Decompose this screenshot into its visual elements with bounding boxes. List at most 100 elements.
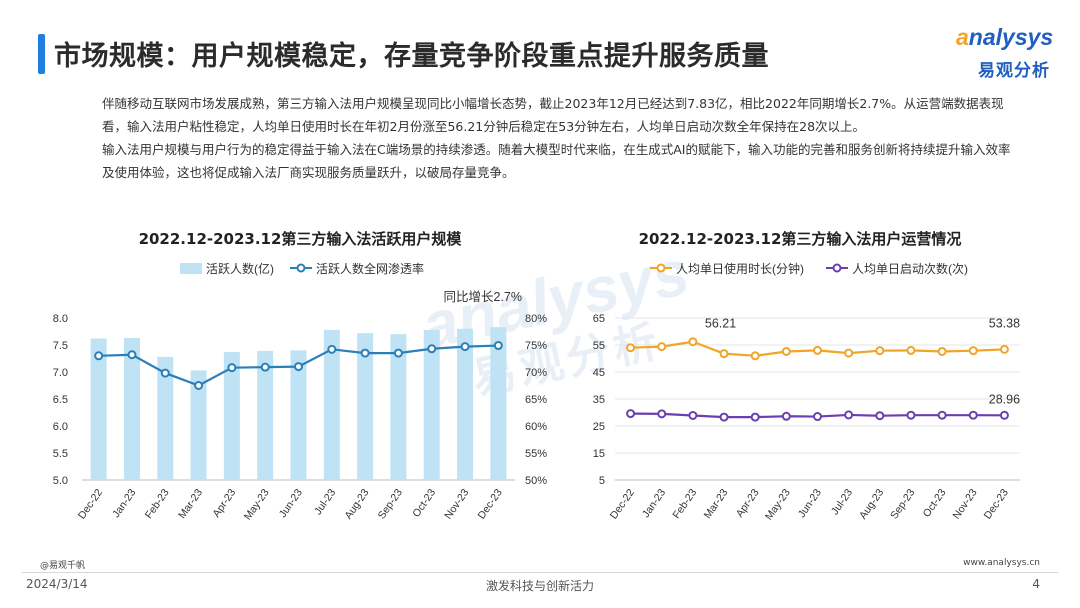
x-tick-label: Jun-23 <box>796 487 824 520</box>
point-launches <box>813 412 822 422</box>
summary-paragraph-2: 输入法用户规模与用户行为的稳定得益于输入法在C端场景的持续渗透。随着大模型时代来… <box>102 142 1011 180</box>
x-tick-label: Sep-23 <box>376 487 405 522</box>
y-left-tick-label: 7.0 <box>53 367 68 379</box>
legend-label-active-users: 活跃人数(亿) <box>206 261 274 276</box>
x-tick-label: Nov-23 <box>442 487 471 522</box>
point-duration <box>906 345 916 355</box>
title-accent-bar <box>38 34 45 74</box>
point-duration <box>844 348 854 358</box>
analysys-logo: analysys 易观分析 <box>956 22 1066 82</box>
point-launches <box>999 410 1009 420</box>
point-duration <box>750 351 760 361</box>
y-tick-label: 65 <box>593 313 605 325</box>
bar-active-users <box>223 352 240 480</box>
x-tick-label: Jan-23 <box>110 487 138 520</box>
x-tick-label: Jul-23 <box>312 487 338 517</box>
website-url: www.analysys.cn <box>963 558 1040 568</box>
point-penetration <box>327 344 337 354</box>
point-launches <box>937 410 947 420</box>
y-tick-label: 5 <box>599 475 605 487</box>
point-launches <box>626 409 636 419</box>
page-number: 4 <box>1032 577 1040 591</box>
legend-marker-penetration <box>296 263 306 273</box>
bar-active-users <box>90 338 107 480</box>
x-tick-label: Sep-23 <box>888 487 917 522</box>
point-launches <box>844 410 854 420</box>
point-duration <box>999 344 1009 354</box>
y-right-tick-label: 75% <box>525 340 547 352</box>
summary-paragraph-1: 伴随移动互联网市场发展成熟，第三方输入法用户规模呈现同比小幅增长态势，截止202… <box>102 96 1004 134</box>
point-duration <box>688 337 698 347</box>
legend-marker-launches <box>832 263 842 273</box>
y-left-tick-label: 8.0 <box>53 313 68 325</box>
point-penetration <box>94 351 104 361</box>
legend-swatch-active-users <box>180 263 202 274</box>
legend-label-launches: 人均单日启动次数(次) <box>852 261 968 276</box>
footer-divider <box>22 572 1058 573</box>
point-penetration <box>160 368 170 378</box>
footer-date: 2024/3/14 <box>26 577 88 591</box>
point-duration <box>657 342 667 352</box>
y-right-tick-label: 60% <box>525 421 547 433</box>
chart2-title: 2022.12-2023.12第三方输入法用户运营情况 <box>638 230 962 248</box>
x-tick-label: May-23 <box>763 487 793 523</box>
point-penetration <box>227 363 237 373</box>
bar-active-users <box>357 333 374 480</box>
bar-active-users <box>123 337 140 480</box>
x-tick-label: Aug-23 <box>857 487 886 522</box>
y-left-tick-label: 7.5 <box>53 340 68 352</box>
legend-label-duration: 人均单日使用时长(分钟) <box>676 261 804 276</box>
logo-chinese: 易观分析 <box>978 61 1050 81</box>
y-right-tick-label: 55% <box>525 448 547 460</box>
bar-active-users <box>457 328 474 480</box>
y-right-tick-label: 70% <box>525 367 547 379</box>
x-tick-label: Dec-22 <box>76 487 105 522</box>
x-tick-label: Aug-23 <box>342 487 371 522</box>
point-launches <box>781 411 791 421</box>
data-label-dec-launches: 28.96 <box>989 392 1020 406</box>
bar-active-users <box>423 329 440 480</box>
x-tick-label: Feb-23 <box>670 487 699 521</box>
x-tick-label: Jan-23 <box>640 487 668 520</box>
bar-active-users <box>190 370 207 480</box>
x-tick-label: Dec-23 <box>982 487 1011 522</box>
point-penetration <box>260 362 270 372</box>
point-penetration <box>127 350 137 360</box>
legend-label-penetration: 活跃人数全网渗透率 <box>316 261 424 276</box>
point-penetration <box>194 381 204 390</box>
bar-active-users <box>290 350 307 480</box>
y-tick-label: 45 <box>593 367 605 379</box>
y-tick-label: 25 <box>593 421 605 433</box>
legend-marker-duration <box>656 263 666 273</box>
point-duration <box>781 346 791 356</box>
point-penetration <box>294 362 303 372</box>
bar-active-users <box>157 356 174 480</box>
y-tick-label: 15 <box>593 448 605 460</box>
y-tick-label: 55 <box>593 340 605 352</box>
x-tick-label: Dec-23 <box>476 487 505 522</box>
chart1-title: 2022.12-2023.12第三方输入法活跃用户规模 <box>138 230 462 248</box>
point-duration <box>719 349 729 359</box>
point-launches <box>750 412 760 422</box>
page-title: 市场规模：用户规模稳定，存量竞争阶段重点提升服务质量 <box>54 41 769 72</box>
x-tick-label: Mar-23 <box>176 487 205 521</box>
x-tick-label: Jun-23 <box>277 487 305 520</box>
point-duration <box>968 346 978 356</box>
annotation-yoy-growth: 同比增长2.7% <box>444 289 523 304</box>
point-launches <box>719 412 729 422</box>
y-right-tick-label: 65% <box>525 394 547 406</box>
x-tick-label: Nov-23 <box>950 487 979 522</box>
x-tick-label: Oct-23 <box>921 487 949 520</box>
charts-canvas: 活跃人数(亿) 活跃人数全网渗透率 8.0 7.5 7.0 6.5 6.0 5.5 5.0 80%… <box>53 261 1020 523</box>
x-tick-label: Apr-23 <box>734 487 762 520</box>
data-label-feb-duration: 56.21 <box>705 317 736 331</box>
point-duration <box>937 346 947 356</box>
bar-active-users <box>257 350 274 480</box>
point-launches <box>968 410 978 420</box>
x-tick-label: Apr-23 <box>210 487 238 520</box>
point-penetration <box>493 341 503 351</box>
point-launches <box>688 410 698 420</box>
point-duration <box>875 346 885 356</box>
x-tick-label: Mar-23 <box>702 487 731 521</box>
x-tick-label: Feb-23 <box>143 487 172 521</box>
